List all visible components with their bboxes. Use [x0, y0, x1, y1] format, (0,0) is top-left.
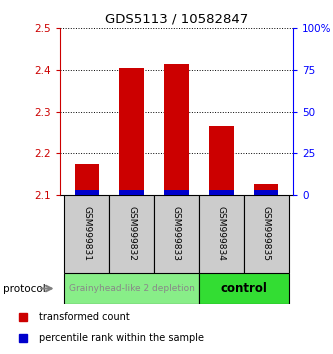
- Text: GSM999831: GSM999831: [82, 206, 91, 261]
- Bar: [254, 190, 278, 195]
- Bar: [119, 68, 144, 195]
- Title: GDS5113 / 10582847: GDS5113 / 10582847: [105, 13, 248, 26]
- Bar: [75, 190, 99, 195]
- Bar: [164, 64, 189, 195]
- Bar: [199, 273, 289, 304]
- Bar: [209, 126, 234, 195]
- Bar: [75, 164, 99, 195]
- Bar: [244, 195, 289, 273]
- Bar: [209, 190, 234, 195]
- Bar: [109, 195, 154, 273]
- Text: GSM999833: GSM999833: [172, 206, 181, 261]
- Text: control: control: [220, 282, 267, 295]
- Bar: [64, 195, 109, 273]
- Bar: [199, 195, 244, 273]
- Text: GSM999832: GSM999832: [127, 206, 136, 261]
- Text: GSM999835: GSM999835: [262, 206, 271, 261]
- Bar: [154, 195, 199, 273]
- Text: transformed count: transformed count: [39, 312, 130, 322]
- Bar: [164, 190, 189, 195]
- Bar: [254, 184, 278, 195]
- Text: GSM999834: GSM999834: [217, 206, 226, 261]
- Bar: [64, 273, 199, 304]
- Text: Grainyhead-like 2 depletion: Grainyhead-like 2 depletion: [69, 284, 194, 293]
- Text: percentile rank within the sample: percentile rank within the sample: [39, 332, 204, 343]
- Text: protocol: protocol: [3, 284, 46, 293]
- Bar: [119, 190, 144, 195]
